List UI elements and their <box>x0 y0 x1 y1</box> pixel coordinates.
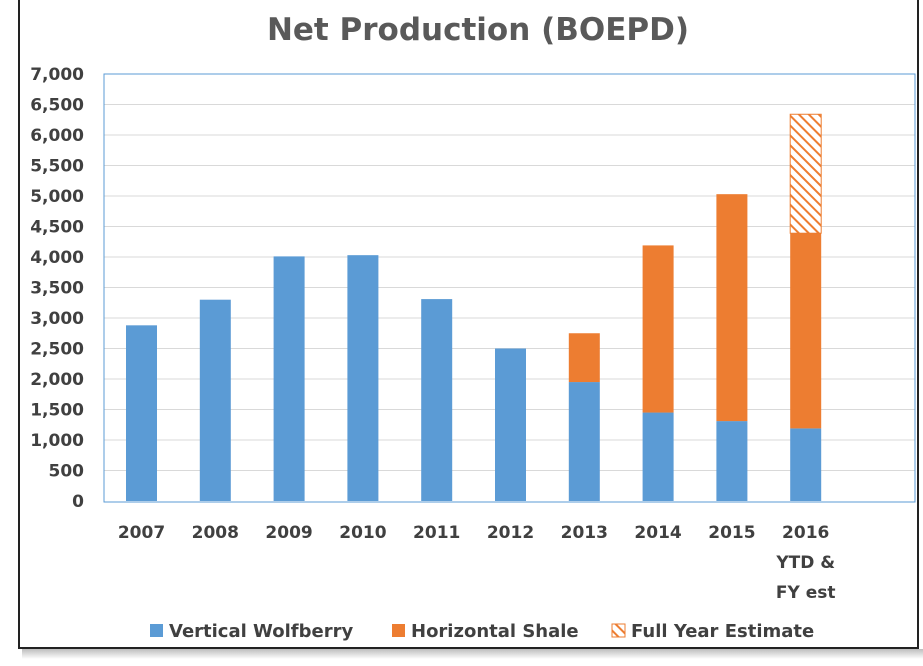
bar-horizontal-shale <box>642 245 674 413</box>
bar-horizontal-shale <box>790 233 822 429</box>
x-tick-label: 2015 <box>708 523 755 543</box>
bar-vertical-wolfberry <box>495 348 526 501</box>
legend-label: Vertical Wolfberry <box>169 621 353 642</box>
legend: Vertical Wolfberry Horizontal Shale Full Y… <box>150 621 814 642</box>
x-tick-label: 2014 <box>634 523 681 543</box>
y-axis-ticks: 0 500 1,000 1,500 2,000 2,500 3,000 3,500 4,000 4… <box>30 65 84 512</box>
bars <box>126 113 822 501</box>
y-tick-label: 5,000 <box>30 187 84 207</box>
x-tick-label: FY est <box>776 583 836 603</box>
bar-horizontal-shale <box>716 194 748 422</box>
x-tick-label: 2010 <box>339 523 386 543</box>
bar-vertical-wolfberry <box>421 299 453 501</box>
y-tick-label: 4,500 <box>30 218 84 238</box>
frame-shadow <box>22 649 923 659</box>
x-tick-label: 2009 <box>265 523 312 543</box>
legend-swatch <box>150 624 163 637</box>
y-tick-label: 0 <box>72 492 84 512</box>
chart-frame <box>18 0 919 649</box>
y-tick-label: 4,000 <box>30 248 84 268</box>
bar-vertical-wolfberry <box>126 325 157 501</box>
y-tick-label: 1,500 <box>30 401 84 421</box>
y-tick-label: 5,500 <box>30 157 84 177</box>
bar-horizontal-shale <box>568 333 600 383</box>
legend-swatch <box>611 623 626 638</box>
bar-vertical-wolfberry <box>273 256 305 501</box>
x-tick-label: 2007 <box>118 523 165 543</box>
bar-vertical-wolfberry <box>568 382 600 501</box>
bar-vertical-wolfberry <box>199 299 231 501</box>
y-tick-label: 2,500 <box>30 340 84 360</box>
chart-title: Net Production (BOEPD) <box>267 12 689 48</box>
x-tick-label: 2012 <box>487 523 534 543</box>
bar-vertical-wolfberry <box>347 255 379 501</box>
legend-swatch <box>392 624 405 637</box>
gridlines <box>104 104 915 471</box>
bar-full-year-estimate <box>789 113 822 234</box>
x-tick-label: YTD & <box>775 553 835 573</box>
x-tick-label: 2011 <box>413 523 460 543</box>
x-tick-label: 2016 <box>782 523 829 543</box>
legend-label: Horizontal Shale <box>411 621 579 642</box>
y-tick-label: 6,500 <box>30 96 84 116</box>
bar-vertical-wolfberry <box>716 421 748 501</box>
y-tick-label: 2,000 <box>30 370 84 390</box>
bar-vertical-wolfberry <box>642 412 674 501</box>
y-tick-label: 3,000 <box>30 309 84 329</box>
plot-area-border <box>103 73 916 503</box>
x-tick-label: 2008 <box>192 523 239 543</box>
bar-vertical-wolfberry <box>790 428 822 501</box>
x-axis-ticks: 2007 2008 2009 2010 2011 2012 2013 2014 2015 2016… <box>118 523 836 603</box>
y-tick-label: 3,500 <box>30 279 84 299</box>
y-tick-label: 500 <box>49 462 85 482</box>
y-tick-label: 1,000 <box>30 431 84 451</box>
y-tick-label: 7,000 <box>30 65 84 85</box>
y-tick-label: 6,000 <box>30 126 84 146</box>
x-tick-label: 2013 <box>561 523 608 543</box>
legend-label: Full Year Estimate <box>631 621 814 642</box>
